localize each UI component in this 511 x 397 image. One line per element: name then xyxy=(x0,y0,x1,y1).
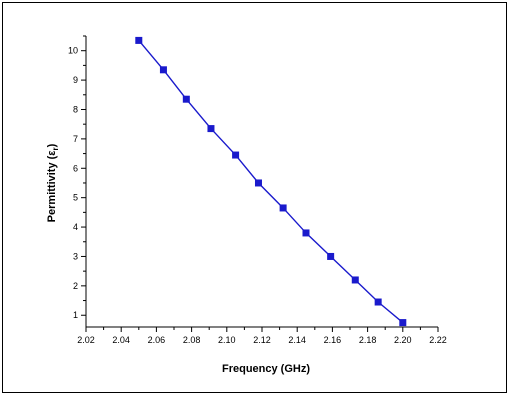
data-point xyxy=(279,204,287,212)
data-point xyxy=(159,66,167,74)
data-point xyxy=(135,36,143,44)
x-tick-label: 2.10 xyxy=(218,335,236,345)
x-tick-label: 2.08 xyxy=(183,335,201,345)
x-tick-label: 2.20 xyxy=(394,335,412,345)
x-tick-label: 2.06 xyxy=(148,335,166,345)
x-tick-label: 2.12 xyxy=(253,335,271,345)
y-tick-label: 1 xyxy=(73,310,78,320)
y-axis-title-close: ) xyxy=(46,143,58,147)
x-tick-label: 2.14 xyxy=(288,335,306,345)
y-tick-label: 4 xyxy=(73,222,78,232)
y-tick-label: 10 xyxy=(68,46,78,56)
x-ticks: 2.02 2.04 2.06 2.08 2.10 2.12 2.14 2.16 2.18 2.20… xyxy=(77,327,447,345)
data-point xyxy=(207,125,215,133)
x-axis-title: Frequency (GHz) xyxy=(222,363,310,375)
data-point xyxy=(302,229,310,237)
x-tick-label: 2.22 xyxy=(429,335,447,345)
x-tick-label: 2.16 xyxy=(324,335,342,345)
data-point xyxy=(351,276,359,284)
y-tick-label: 3 xyxy=(73,251,78,261)
data-point xyxy=(374,298,382,306)
y-tick-label: 7 xyxy=(73,134,78,144)
data-point xyxy=(232,151,240,159)
axes xyxy=(85,36,438,328)
y-tick-label: 9 xyxy=(73,75,78,85)
data-point xyxy=(182,95,190,103)
y-tick-label: 8 xyxy=(73,104,78,114)
y-tick-label: 5 xyxy=(73,193,78,203)
y-ticks: 1 2 3 4 5 6 7 8 9 10 xyxy=(68,35,86,320)
y-tick-label: 6 xyxy=(73,163,78,173)
x-tick-label: 2.04 xyxy=(112,335,130,345)
data-point xyxy=(254,179,262,187)
data-point xyxy=(399,319,407,327)
series-line xyxy=(138,39,404,324)
y-axis-title-sub: r xyxy=(51,147,60,150)
y-tick-label: 2 xyxy=(73,281,78,291)
x-tick-label: 2.18 xyxy=(359,335,377,345)
x-tick-label: 2.02 xyxy=(77,335,95,345)
y-axis-title: Permittivity (εr) xyxy=(46,143,60,222)
data-point xyxy=(327,252,335,260)
series-group xyxy=(135,36,407,327)
y-axis-title-main: Permittivity (ε xyxy=(46,150,58,223)
